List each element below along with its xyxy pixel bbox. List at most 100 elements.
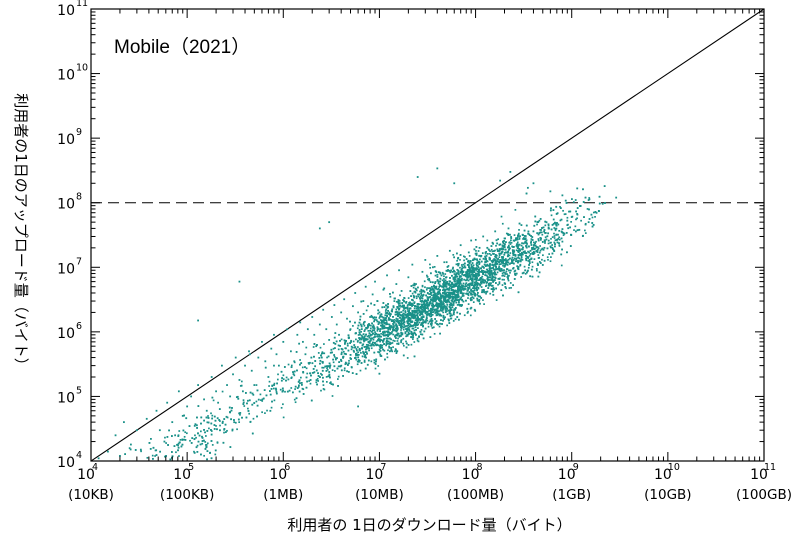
data-point (470, 306, 473, 309)
data-point (522, 237, 525, 239)
data-point (361, 347, 363, 350)
data-point (453, 280, 456, 283)
data-point (427, 307, 429, 310)
data-point (451, 300, 454, 303)
data-point (478, 271, 480, 274)
data-point (489, 292, 492, 295)
data-point (502, 242, 505, 245)
data-point (484, 255, 486, 258)
data-point (437, 305, 440, 308)
data-point (331, 351, 333, 354)
data-point (310, 399, 313, 402)
data-point (432, 294, 435, 296)
data-point (275, 392, 278, 395)
data-point (493, 258, 495, 260)
data-point (406, 308, 409, 310)
data-point (329, 382, 332, 384)
data-point (475, 288, 478, 291)
data-point (185, 417, 188, 420)
data-point (517, 291, 520, 294)
data-point (441, 307, 444, 309)
data-point (305, 386, 308, 389)
data-point (554, 228, 557, 230)
data-point (389, 337, 391, 340)
data-point (388, 319, 390, 321)
data-point (375, 340, 378, 343)
data-point (498, 281, 501, 283)
data-point (335, 323, 338, 326)
data-point (530, 244, 533, 246)
data-point (373, 316, 376, 319)
data-point (229, 395, 232, 398)
data-point (481, 291, 483, 294)
data-point (378, 311, 381, 314)
data-point (561, 248, 563, 251)
data-point (521, 253, 523, 255)
data-point (340, 360, 343, 362)
data-point (349, 329, 351, 331)
data-point (502, 274, 504, 277)
data-point (604, 202, 606, 204)
data-point (260, 399, 262, 401)
data-point (177, 435, 180, 437)
data-point (337, 348, 340, 351)
data-point (488, 276, 491, 279)
data-point (460, 284, 463, 287)
data-point (512, 246, 514, 248)
data-point (362, 350, 364, 353)
data-point (400, 311, 403, 313)
data-point (412, 327, 415, 330)
data-point (383, 337, 386, 340)
data-point (378, 372, 381, 375)
data-point (584, 232, 587, 234)
data-point (496, 263, 499, 265)
data-point (210, 433, 213, 436)
data-point (525, 246, 528, 249)
data-point (507, 277, 509, 280)
data-point (358, 349, 361, 352)
data-point (488, 267, 491, 270)
data-point (400, 327, 403, 330)
data-point (416, 309, 418, 312)
data-point (406, 330, 408, 333)
data-point (480, 297, 483, 299)
data-point (215, 425, 217, 427)
data-point (435, 297, 438, 300)
data-point (369, 333, 372, 336)
data-point (458, 284, 461, 286)
data-point (482, 299, 484, 301)
data-point (549, 260, 552, 263)
data-point (432, 288, 435, 291)
data-point (453, 296, 456, 299)
data-point (496, 248, 499, 251)
data-point (368, 349, 370, 352)
data-point (448, 249, 451, 252)
data-point (149, 447, 152, 450)
data-point (532, 246, 535, 249)
data-point (423, 302, 426, 305)
data-point (406, 321, 409, 324)
data-point (540, 248, 543, 251)
data-point (363, 353, 365, 355)
data-point (435, 271, 438, 273)
data-point (337, 365, 340, 368)
data-point (433, 265, 436, 268)
data-point (269, 393, 272, 396)
data-point (473, 308, 476, 311)
data-point (429, 263, 431, 266)
data-point (273, 399, 276, 402)
data-point (434, 270, 437, 273)
data-point (451, 286, 453, 288)
data-point (528, 245, 530, 248)
data-point (402, 306, 405, 309)
data-point (403, 324, 406, 326)
data-point (392, 346, 394, 348)
data-point (379, 349, 382, 352)
data-point (558, 236, 560, 239)
data-point (478, 260, 480, 263)
data-point (475, 279, 478, 281)
data-point (444, 297, 447, 300)
data-point (477, 295, 480, 297)
data-point (408, 310, 410, 313)
data-point (305, 367, 308, 370)
